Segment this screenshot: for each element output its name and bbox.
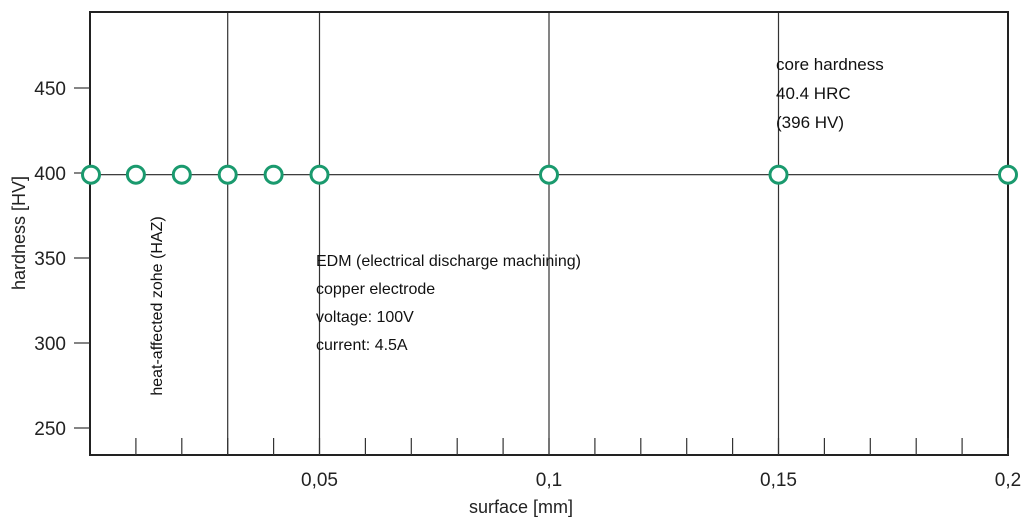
data-point	[309, 164, 330, 185]
core-line-2: 40.4 HRC	[776, 84, 851, 103]
haz-annotation: heat-affected zohe (HAZ)	[149, 216, 166, 395]
data-point	[998, 164, 1018, 185]
data-point	[171, 164, 192, 185]
core-line-3: (396 HV)	[776, 113, 844, 132]
x-tick-label: 0,05	[301, 470, 338, 491]
data-point	[217, 164, 238, 185]
data-point	[539, 164, 559, 185]
x-axis-title: surface [mm]	[469, 497, 573, 517]
edm-annotation: EDM (electrical discharge machining) cop…	[316, 253, 581, 354]
y-tick-label: 300	[34, 334, 66, 355]
x-tick-label: 0,15	[760, 470, 797, 491]
edm-line-4: current: 4.5A	[316, 337, 408, 354]
y-axis-title: hardness [HV]	[9, 176, 29, 290]
data-point	[768, 164, 789, 185]
data-point	[125, 164, 146, 185]
y-tick-label: 250	[34, 419, 66, 440]
x-tick-labels: 0,05 0,1 0,15 0,2	[301, 470, 1021, 491]
y-tick-label: 400	[34, 164, 66, 185]
grid-lines	[227, 12, 1009, 455]
y-tick-label: 450	[34, 79, 66, 100]
y-tick-label: 350	[34, 249, 66, 270]
x-tick-label: 0,1	[536, 470, 562, 491]
core-hardness-annotation: core hardness 40.4 HRC (396 HV)	[776, 55, 884, 132]
data-points	[81, 164, 1018, 185]
edm-line-1: EDM (electrical discharge machining)	[316, 253, 581, 270]
y-axis-ticks	[74, 87, 90, 429]
y-tick-labels: 250 300 350 400 450	[34, 79, 66, 440]
data-point	[263, 164, 284, 185]
data-point	[81, 164, 101, 185]
core-line-1: core hardness	[776, 55, 884, 74]
x-tick-label: 0,2	[995, 470, 1021, 491]
edm-line-3: voltage: 100V	[316, 309, 414, 326]
edm-line-2: copper electrode	[316, 281, 435, 298]
x-axis-ticks	[135, 438, 1009, 455]
